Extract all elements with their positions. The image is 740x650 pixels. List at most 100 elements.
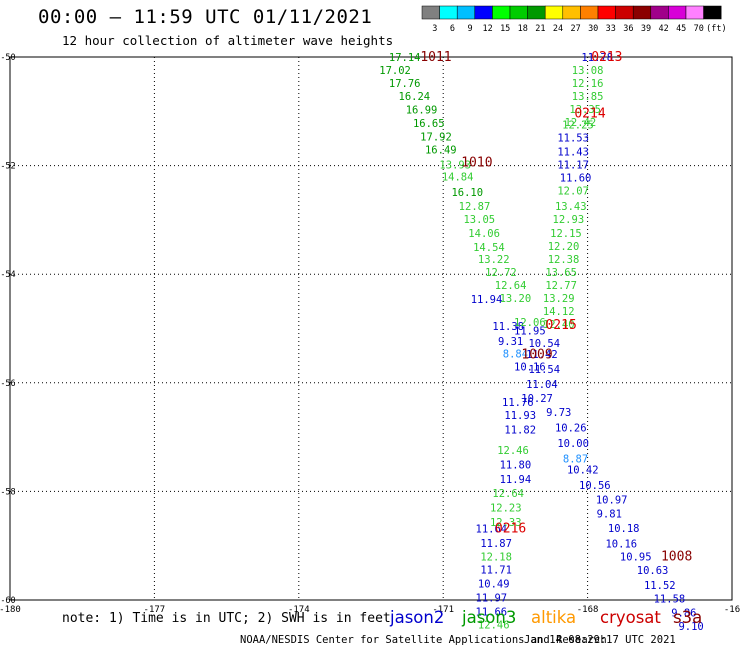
legend-swatch bbox=[562, 5, 581, 20]
legend-swatch bbox=[668, 5, 687, 20]
wave-height-label: 12.25 bbox=[562, 119, 594, 131]
wave-height-label: 14.84 bbox=[442, 171, 474, 183]
legend-label: 24 bbox=[553, 24, 563, 34]
track-time-label: 0213 bbox=[591, 50, 622, 65]
wave-height-label: 12.93 bbox=[553, 214, 585, 226]
wave-height-label: 12.33 bbox=[490, 517, 522, 529]
plot-border bbox=[9, 56, 733, 601]
wave-height-label: 14.54 bbox=[473, 242, 505, 254]
wave-height-label: 11.42 bbox=[526, 349, 558, 361]
wave-height-label: 10.27 bbox=[521, 393, 553, 405]
wave-height-label: 11.87 bbox=[480, 538, 512, 550]
wave-height-label: 13.22 bbox=[478, 254, 510, 266]
wave-height-label: 12.23 bbox=[490, 503, 522, 515]
legend-label: 9 bbox=[467, 24, 472, 34]
wave-height-label: 9.81 bbox=[597, 509, 622, 521]
wave-height-label: 12.15 bbox=[550, 228, 582, 240]
legend-label: 42 bbox=[658, 24, 668, 34]
wave-height-label: 8.87 bbox=[563, 453, 588, 465]
wave-height-label: 13.93 bbox=[439, 160, 471, 172]
legend-label: 70 bbox=[694, 24, 704, 34]
wave-height-label: 10.16 bbox=[605, 539, 637, 551]
y-tick-label: -52 bbox=[0, 162, 15, 172]
legend-swatch bbox=[474, 5, 493, 20]
wave-height-label: 13.35 bbox=[569, 104, 601, 116]
wave-height-label: 16.65 bbox=[413, 118, 445, 130]
legend-label: 6 bbox=[450, 24, 455, 34]
wave-height-label: 8.84 bbox=[503, 348, 528, 360]
x-tick-label: -177 bbox=[144, 605, 166, 615]
wave-height-label: 11.95 bbox=[514, 326, 546, 338]
wave-height-label: 13.08 bbox=[572, 65, 604, 77]
legend-label: 15 bbox=[500, 24, 510, 34]
y-tick-label: -54 bbox=[0, 270, 15, 280]
wave-height-label: 10.26 bbox=[555, 422, 587, 434]
wave-height-label: 10.42 bbox=[567, 465, 599, 477]
wave-height-label: 9.73 bbox=[546, 407, 571, 419]
legend-label: 18 bbox=[518, 24, 528, 34]
x-tick-label: -180 bbox=[0, 605, 21, 615]
wave-height-label: 11.38 bbox=[492, 321, 524, 333]
x-tick-label: -16 bbox=[724, 605, 740, 615]
wave-height-label: 10.63 bbox=[637, 565, 669, 577]
legend-label: 21 bbox=[535, 24, 545, 34]
page-title: 00:00 – 11:59 UTC 01/11/2021 bbox=[38, 6, 373, 28]
wave-height-label: 16.24 bbox=[399, 91, 431, 103]
track-time-label: 0216 bbox=[495, 521, 526, 536]
legend-label: 45 bbox=[676, 24, 686, 34]
track-time-label: 1011 bbox=[420, 50, 451, 65]
wave-height-label: 10.16 bbox=[514, 362, 546, 374]
wave-height-label: 11.76 bbox=[502, 397, 534, 409]
wave-height-label: 12.16 bbox=[572, 78, 604, 90]
wave-height-label: 11.04 bbox=[526, 379, 558, 391]
wave-height-label: 13.43 bbox=[555, 201, 587, 213]
footer-note: note: 1) Time is in UTC; 2) SWH is in fe… bbox=[62, 611, 391, 626]
wave-height-label: 11.78 bbox=[581, 52, 613, 64]
wave-height-label: 16.49 bbox=[425, 144, 457, 156]
wave-height-label: 17.76 bbox=[389, 78, 421, 90]
wave-height-label: 10.00 bbox=[557, 438, 589, 450]
track-time-label: 0215 bbox=[545, 318, 576, 333]
legend-label: 30 bbox=[588, 24, 598, 34]
x-tick-label: -171 bbox=[432, 605, 454, 615]
legend-swatch bbox=[456, 5, 476, 20]
legend-label: (ft) bbox=[706, 24, 726, 34]
y-tick-label: -58 bbox=[0, 487, 15, 497]
wave-height-label: 10.97 bbox=[596, 495, 628, 507]
wave-height-label: 11.82 bbox=[504, 424, 536, 436]
wave-height-label: 16.99 bbox=[406, 105, 438, 117]
wave-height-label: 11.64 bbox=[476, 523, 508, 535]
wave-height-label: 11.60 bbox=[560, 173, 592, 185]
legend-swatch bbox=[580, 5, 599, 20]
legend-swatch bbox=[439, 5, 458, 20]
wave-height-label: 14.12 bbox=[543, 306, 575, 318]
wave-height-label: 13.20 bbox=[500, 293, 532, 305]
satellite-legend-jason3: jason3 bbox=[462, 608, 517, 627]
track-time-label: 0214 bbox=[574, 106, 605, 121]
track-time-label: 1008 bbox=[661, 550, 692, 565]
legend-label: 33 bbox=[606, 24, 616, 34]
page-subtitle: 12 hour collection of altimeter wave hei… bbox=[62, 33, 394, 48]
wave-height-label: 11.43 bbox=[557, 146, 589, 158]
satellite-legend-jason2: jason2 bbox=[390, 608, 445, 627]
wave-height-label: 11.66 bbox=[476, 606, 508, 618]
legend-swatch bbox=[597, 5, 616, 20]
y-tick-label: -50 bbox=[0, 53, 15, 63]
wave-height-label: 12.20 bbox=[548, 241, 580, 253]
wave-height-label: 12.38 bbox=[548, 254, 580, 266]
x-tick-label: -174 bbox=[288, 605, 310, 615]
wave-height-label: 12.42 bbox=[565, 117, 597, 129]
wave-height-label: 13.05 bbox=[463, 214, 495, 226]
wave-height-label: 17.14 bbox=[389, 52, 421, 64]
wave-height-label: 11.54 bbox=[528, 364, 560, 376]
wave-height-label: 12.77 bbox=[545, 280, 577, 292]
wave-height-label: 14.06 bbox=[468, 228, 500, 240]
wave-height-label: 11.71 bbox=[480, 565, 512, 577]
satellite-legend-s3a: s3a bbox=[673, 608, 703, 627]
credit-line: NOAA/NESDIS Center for Satellite Applica… bbox=[240, 634, 607, 646]
wave-height-label: 12.07 bbox=[557, 186, 589, 198]
wave-height-label: 12.06 bbox=[514, 317, 546, 329]
wave-height-label: 12.64 bbox=[495, 280, 527, 292]
legend-swatch bbox=[527, 5, 546, 20]
